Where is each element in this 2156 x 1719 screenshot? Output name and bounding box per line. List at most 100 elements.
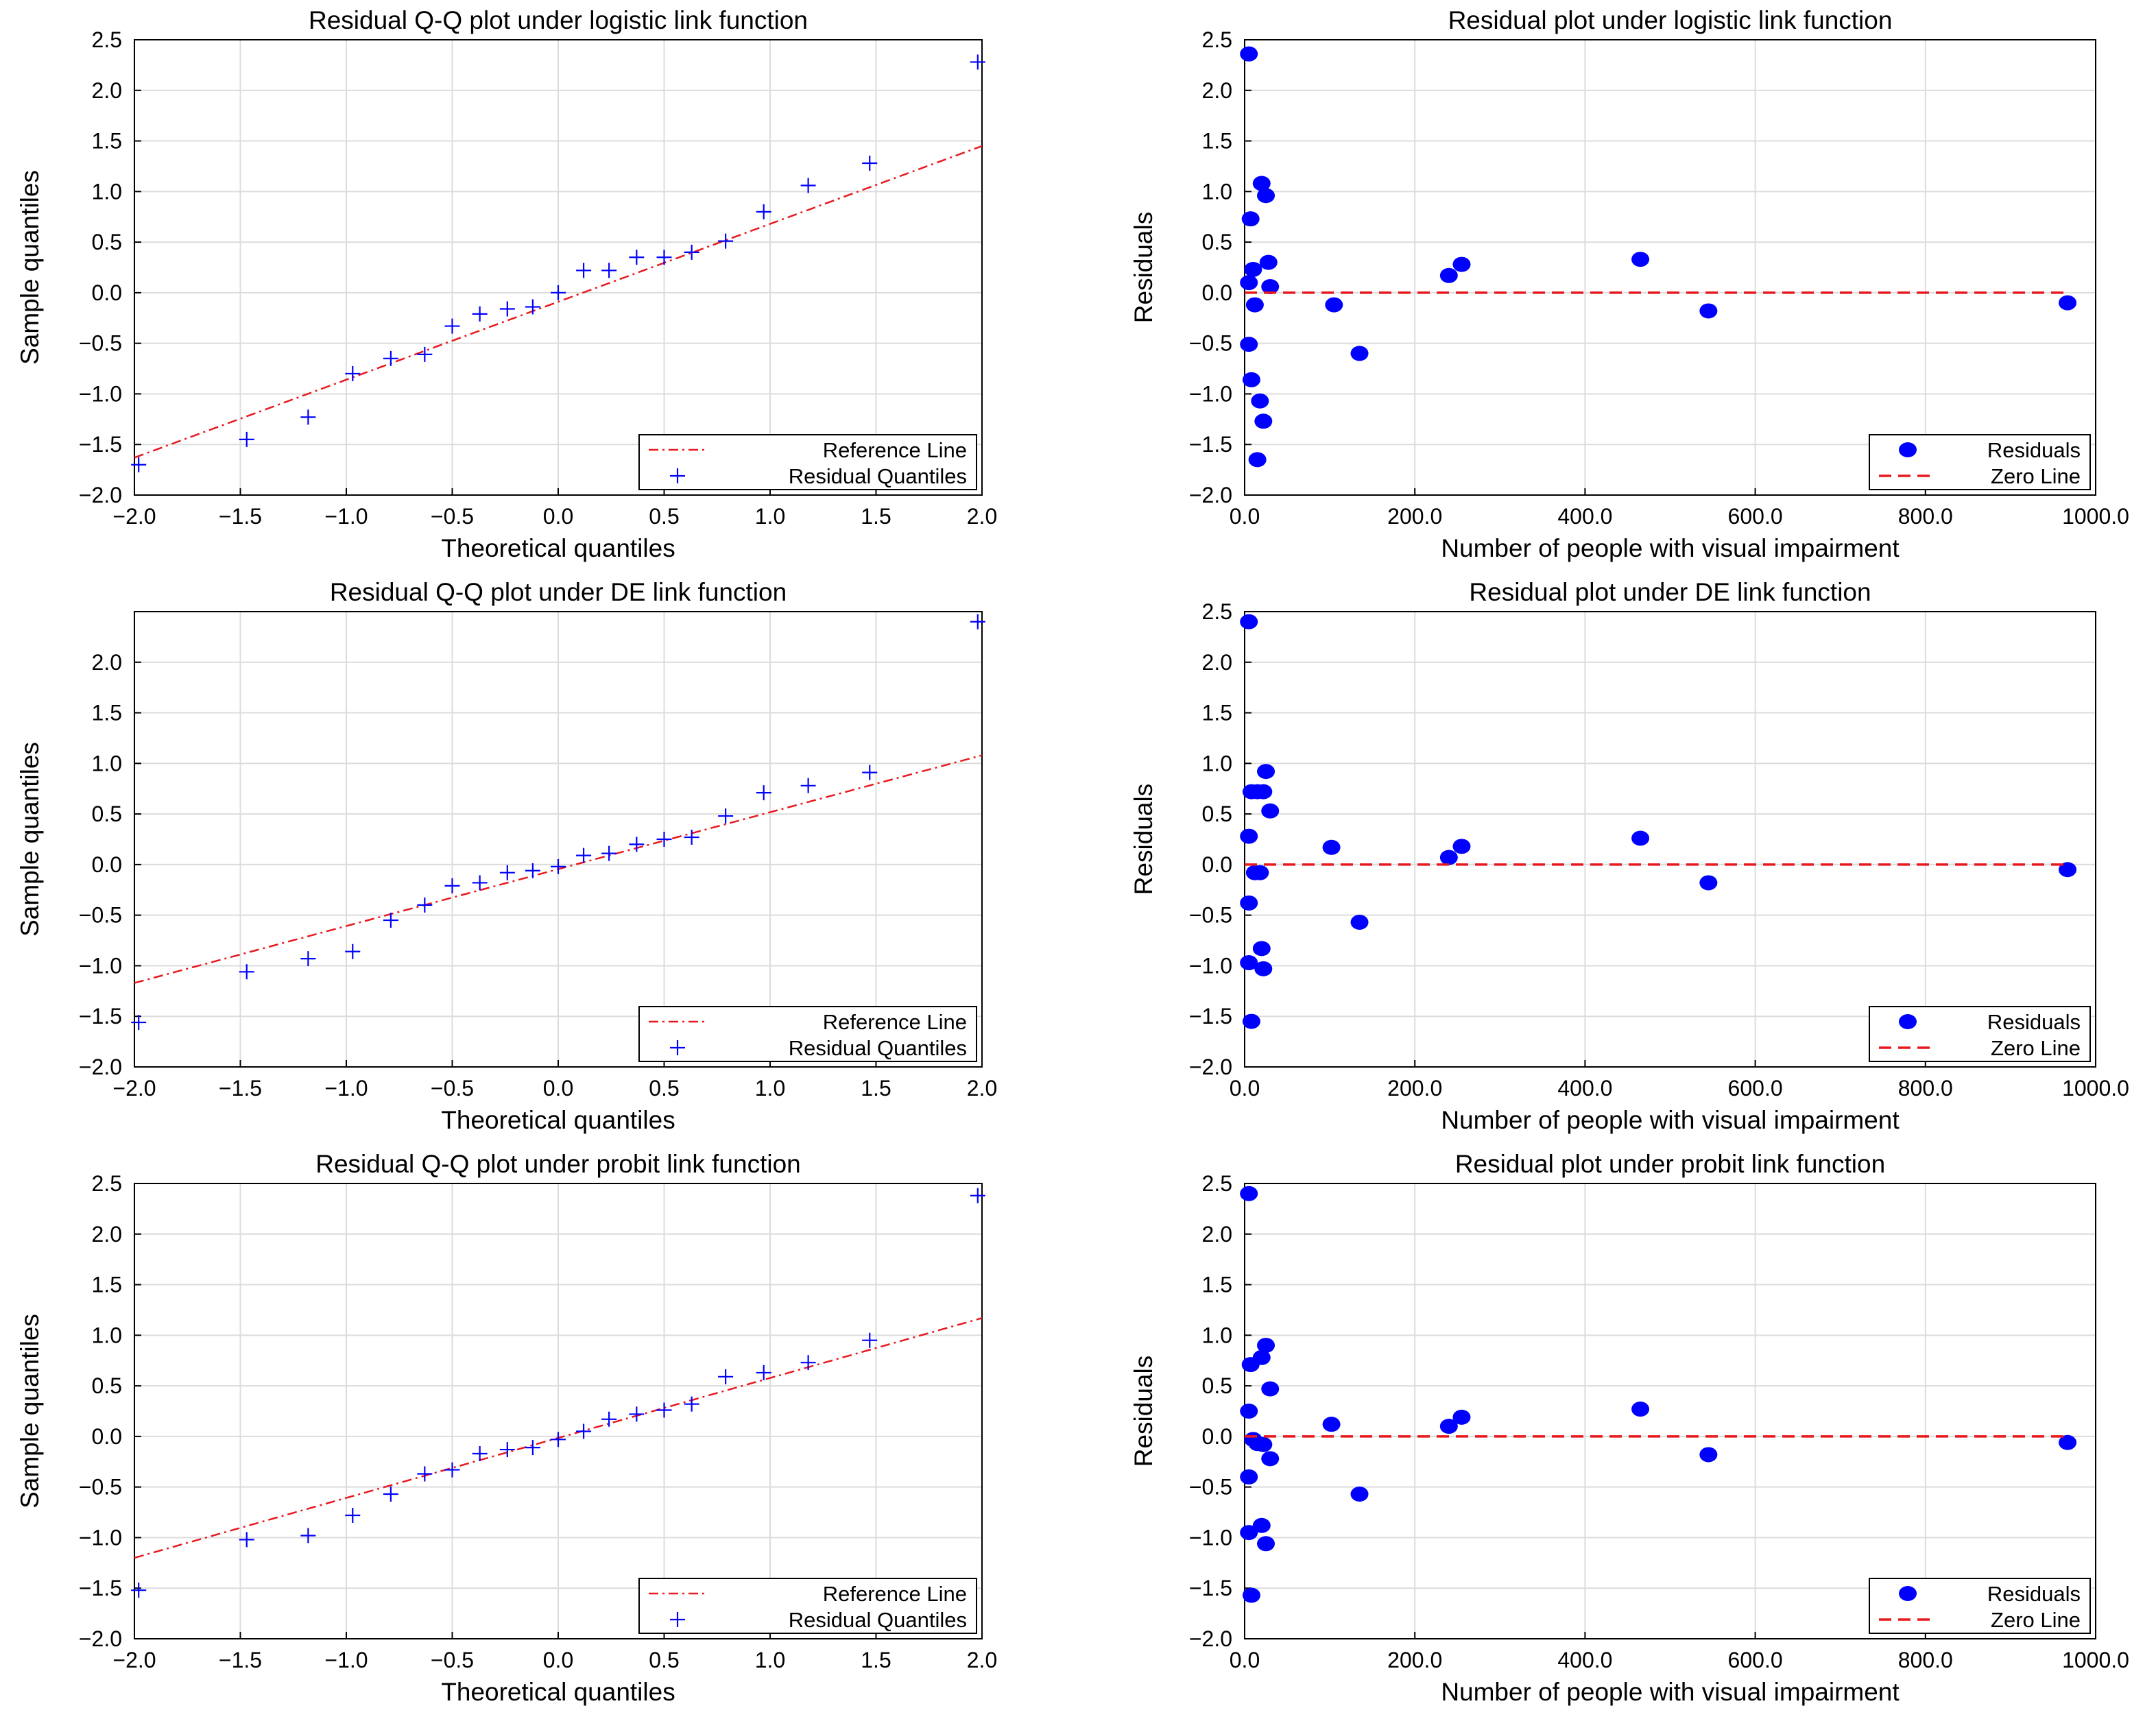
x-tick-label: 2.0 — [967, 1648, 997, 1672]
x-tick-label: 200.0 — [1387, 1648, 1442, 1672]
y-tick-label: −1.5 — [1189, 1576, 1232, 1600]
qq-point — [499, 301, 515, 317]
x-tick-label: −2.0 — [112, 504, 156, 529]
chart-title: Residual plot under logistic link functi… — [1448, 6, 1893, 34]
y-tick-label: −2.0 — [1189, 1626, 1232, 1651]
y-axis-label: Sample quantiles — [16, 742, 44, 937]
x-tick-label: 0.0 — [1230, 1648, 1260, 1672]
qq-point — [756, 1365, 771, 1380]
y-tick-label: −1.5 — [1189, 1004, 1232, 1029]
qq-point — [718, 1369, 734, 1384]
qq-point — [345, 365, 361, 381]
qq-point — [629, 250, 645, 265]
residual-point — [2059, 862, 2077, 878]
qq-point — [417, 1466, 433, 1482]
x-tick-label: 600.0 — [1728, 1648, 1783, 1672]
qq-point — [239, 964, 254, 980]
x-axis-label: Theoretical quantiles — [441, 1678, 675, 1706]
y-tick-label: −2.0 — [1189, 1055, 1232, 1079]
x-tick-label: 0.0 — [1230, 504, 1260, 529]
residual-point — [1252, 1349, 1271, 1365]
y-tick-label: −2.0 — [79, 1626, 122, 1651]
qq-point — [551, 1432, 566, 1447]
y-tick-label: −1.0 — [79, 953, 122, 978]
qq-point — [525, 1440, 540, 1456]
y-tick-label: −1.5 — [79, 1004, 122, 1029]
residual-point — [1254, 961, 1273, 976]
qq-point — [756, 785, 771, 801]
qq-point — [300, 1528, 316, 1543]
y-tick-label: 2.5 — [92, 27, 122, 52]
subplot-3: −2.0 −1.5 −1.0 −0.5 0.0 0.5 1.0 1.5 2.0 −2.0 −1.5 −… — [16, 578, 997, 1134]
residual-point — [1261, 803, 1280, 819]
x-axis-label: Number of people with visual impairment — [1441, 534, 1900, 562]
y-tick-label: 1.0 — [1202, 179, 1232, 204]
legend-label: Reference Line — [823, 1582, 967, 1606]
residual-point — [1240, 828, 1258, 844]
residual-point — [1252, 176, 1271, 191]
x-tick-label: 1.5 — [861, 504, 891, 529]
y-tick-label: 0.0 — [1202, 852, 1232, 877]
qq-point — [800, 178, 816, 193]
x-axis-label: Theoretical quantiles — [441, 1106, 675, 1134]
x-tick-label: 1000.0 — [2062, 1648, 2129, 1672]
x-tick-label: 0.0 — [543, 1076, 573, 1101]
y-tick-label: 1.0 — [1202, 1323, 1232, 1347]
x-tick-label: −0.5 — [431, 1076, 474, 1101]
subplot-2: 0.0 200.0 400.0 600.0 800.0 1000.0 −2.0 −1.5 −1.… — [1129, 6, 2129, 562]
y-tick-label: 1.5 — [1202, 1273, 1232, 1297]
qq-point — [601, 1411, 617, 1427]
qq-point — [576, 263, 592, 278]
legend-label: Residuals — [1987, 1582, 2081, 1606]
y-tick-label: 1.5 — [1202, 129, 1232, 154]
legend-box — [638, 1578, 977, 1634]
qq-point — [525, 299, 540, 315]
residual-point — [1240, 1525, 1258, 1541]
legend-dot-swatch — [1899, 1014, 1917, 1029]
legend-label: Zero Line — [1991, 464, 2081, 488]
y-axis-label: Sample quantiles — [16, 1314, 44, 1508]
plot-area — [1245, 612, 2096, 1067]
x-tick-label: −0.5 — [431, 1648, 474, 1672]
qq-point — [576, 1423, 592, 1439]
y-tick-label: 0.0 — [92, 280, 122, 305]
residual-point — [1350, 914, 1369, 930]
y-tick-label: 1.5 — [1202, 701, 1232, 725]
qq-point — [800, 778, 816, 793]
qq-point — [800, 1355, 816, 1371]
y-tick-label: −1.5 — [79, 1576, 122, 1600]
residual-point — [1439, 1419, 1458, 1434]
subplot-4: 0.0 200.0 400.0 600.0 800.0 1000.0 −2.0 −1.5 −1.… — [1129, 578, 2129, 1134]
residual-point — [1350, 1486, 1369, 1502]
qq-point — [656, 250, 672, 265]
residual-point — [1252, 1517, 1271, 1533]
legend-label: Residual Quantiles — [789, 464, 967, 488]
y-tick-label: 2.5 — [1202, 599, 1232, 624]
legend-label: Residuals — [1987, 1010, 2081, 1034]
y-tick-label: −1.0 — [1189, 1525, 1232, 1550]
legend-plus-swatch — [670, 468, 685, 483]
legend-plus-swatch — [670, 1040, 685, 1055]
residual-point — [1254, 784, 1273, 800]
legend-label: Residuals — [1987, 438, 2081, 462]
residual-point — [1240, 1404, 1258, 1419]
residual-point — [1350, 346, 1369, 361]
residual-point — [1452, 256, 1471, 272]
residual-point — [1254, 1436, 1273, 1452]
plot-area — [1245, 40, 2096, 495]
reference-line — [134, 145, 983, 459]
x-tick-label: 400.0 — [1557, 1076, 1612, 1101]
legend-plus-swatch — [670, 1612, 685, 1627]
qq-point — [970, 1188, 985, 1203]
series-residuals — [1240, 46, 2077, 468]
x-axis-label: Number of people with visual impairment — [1441, 1678, 1900, 1706]
y-tick-label: 2.5 — [92, 1171, 122, 1196]
legend-label: Residual Quantiles — [789, 1036, 967, 1060]
y-tick-label: 0.0 — [1202, 280, 1232, 305]
x-tick-label: 2.0 — [967, 1076, 997, 1101]
y-tick-label: 1.5 — [92, 701, 122, 725]
qq-point — [239, 1532, 254, 1548]
